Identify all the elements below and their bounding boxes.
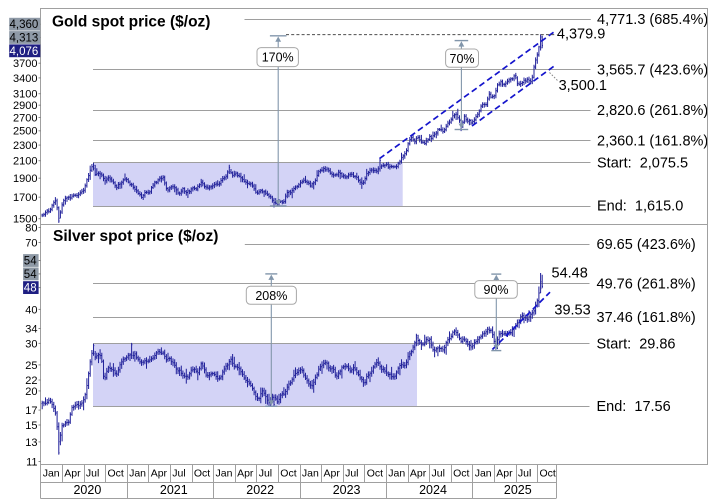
svg-text:Apr: Apr	[324, 467, 341, 479]
svg-text:Start: 29.86: Start: 29.86	[597, 337, 676, 353]
svg-text:80: 80	[25, 222, 37, 234]
svg-text:2021: 2021	[160, 483, 188, 497]
svg-text:34: 34	[25, 323, 37, 335]
svg-text:22: 22	[25, 375, 37, 387]
svg-text:54: 54	[24, 256, 37, 268]
svg-text:Apr: Apr	[64, 467, 81, 479]
svg-text:4,076: 4,076	[10, 46, 39, 58]
svg-text:End: 17.56: End: 17.56	[597, 399, 671, 415]
svg-text:37.46 (161.8%): 37.46 (161.8%)	[597, 310, 696, 326]
svg-text:2023: 2023	[333, 483, 361, 497]
svg-text:2022: 2022	[246, 483, 274, 497]
svg-text:70%: 70%	[450, 52, 475, 66]
svg-text:Jul: Jul	[259, 467, 272, 479]
svg-text:Oct: Oct	[367, 467, 383, 479]
svg-text:Apr: Apr	[237, 467, 254, 479]
svg-text:Jan: Jan	[129, 467, 146, 479]
svg-text:3700: 3700	[13, 58, 37, 70]
svg-text:3,565.7 (423.6%): 3,565.7 (423.6%)	[597, 63, 708, 79]
svg-text:69.65 (423.6%): 69.65 (423.6%)	[597, 237, 696, 253]
svg-text:Jan: Jan	[302, 467, 319, 479]
svg-text:2500: 2500	[13, 126, 37, 138]
svg-text:30: 30	[25, 338, 37, 350]
svg-text:Jul: Jul	[172, 467, 185, 479]
svg-text:2024: 2024	[419, 483, 447, 497]
svg-text:Oct: Oct	[453, 467, 469, 479]
svg-text:Jan: Jan	[43, 467, 60, 479]
svg-text:54.48: 54.48	[552, 265, 588, 281]
svg-text:15: 15	[25, 420, 37, 432]
svg-text:Oct: Oct	[280, 467, 296, 479]
svg-text:17: 17	[25, 405, 37, 417]
svg-text:Oct: Oct	[540, 467, 556, 479]
svg-text:2700: 2700	[13, 112, 37, 124]
svg-text:70: 70	[25, 237, 37, 249]
svg-text:2300: 2300	[13, 140, 37, 152]
svg-text:Jul: Jul	[345, 467, 358, 479]
svg-text:Gold spot price ($/oz): Gold spot price ($/oz)	[52, 14, 210, 31]
svg-text:Start: 2,075.5: Start: 2,075.5	[597, 155, 688, 171]
svg-text:1500: 1500	[13, 214, 37, 226]
svg-text:2900: 2900	[13, 100, 37, 112]
svg-text:Jan: Jan	[388, 467, 405, 479]
svg-text:25: 25	[25, 360, 37, 372]
svg-text:Jan: Jan	[475, 467, 492, 479]
svg-text:2,820.6 (261.8%): 2,820.6 (261.8%)	[597, 103, 708, 119]
svg-text:48: 48	[24, 283, 37, 295]
svg-text:Oct: Oct	[108, 467, 124, 479]
svg-text:Oct: Oct	[194, 467, 210, 479]
svg-text:49.76 (261.8%): 49.76 (261.8%)	[597, 276, 696, 292]
svg-text:170%: 170%	[262, 51, 294, 65]
svg-text:3400: 3400	[13, 73, 37, 85]
svg-text:1900: 1900	[13, 173, 37, 185]
svg-text:11: 11	[26, 456, 37, 468]
svg-text:4,360: 4,360	[10, 19, 39, 31]
svg-text:90%: 90%	[484, 283, 509, 297]
svg-text:2025: 2025	[504, 483, 532, 497]
svg-text:Jul: Jul	[432, 467, 445, 479]
svg-text:Jan: Jan	[216, 467, 233, 479]
svg-text:Apr: Apr	[496, 467, 513, 479]
svg-text:Jul: Jul	[86, 467, 99, 479]
svg-text:3100: 3100	[13, 89, 37, 101]
svg-text:4,771.3 (685.4%): 4,771.3 (685.4%)	[597, 12, 708, 28]
svg-text:Jul: Jul	[518, 467, 531, 479]
svg-text:4,313: 4,313	[10, 33, 39, 45]
svg-text:2020: 2020	[73, 483, 101, 497]
svg-text:13: 13	[25, 437, 37, 449]
svg-text:End: 1,615.0: End: 1,615.0	[597, 198, 683, 214]
svg-text:Apr: Apr	[151, 467, 168, 479]
svg-text:208%: 208%	[255, 289, 287, 303]
svg-text:2100: 2100	[13, 156, 37, 168]
svg-text:54: 54	[24, 269, 37, 281]
svg-text:2,360.1 (161.8%): 2,360.1 (161.8%)	[597, 133, 708, 149]
svg-text:39.53: 39.53	[554, 303, 590, 319]
svg-text:Apr: Apr	[410, 467, 427, 479]
svg-text:40: 40	[25, 304, 37, 316]
svg-text:3,500.1: 3,500.1	[559, 78, 607, 94]
svg-text:4,379.9: 4,379.9	[557, 27, 605, 43]
svg-text:1700: 1700	[13, 192, 37, 204]
svg-text:20: 20	[25, 386, 37, 398]
svg-text:Silver spot price ($/oz): Silver spot price ($/oz)	[53, 228, 218, 245]
